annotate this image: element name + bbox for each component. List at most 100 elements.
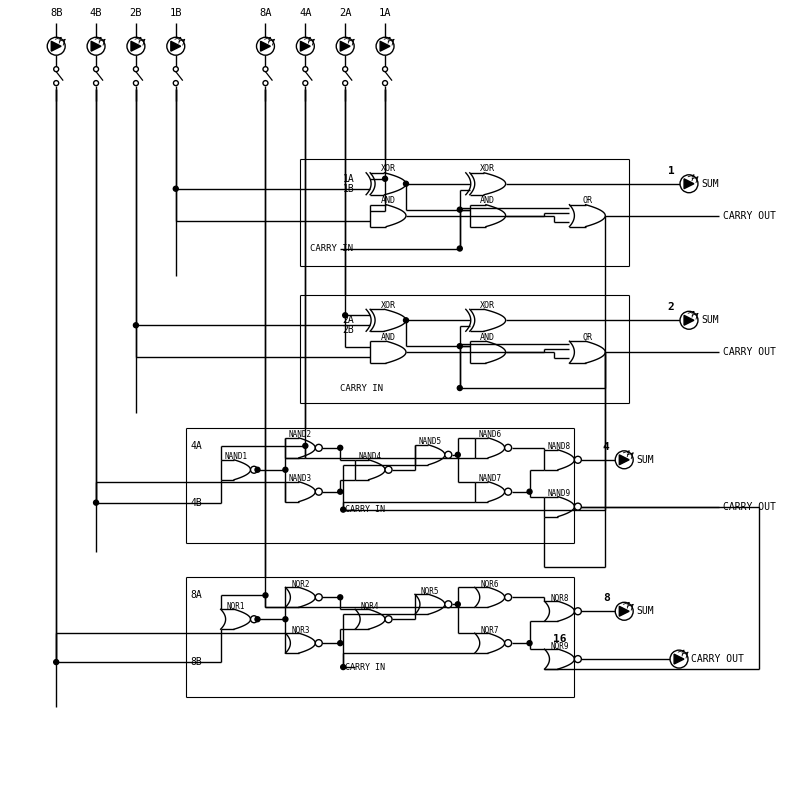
Text: 2B: 2B: [342, 326, 354, 335]
Circle shape: [458, 246, 462, 251]
Circle shape: [336, 38, 354, 55]
Circle shape: [574, 608, 582, 614]
Text: 1: 1: [668, 166, 674, 176]
Polygon shape: [171, 42, 181, 51]
Text: AND: AND: [480, 333, 495, 342]
Circle shape: [615, 602, 633, 620]
Text: 2B: 2B: [130, 8, 142, 18]
Circle shape: [255, 617, 260, 622]
Text: NAND1: NAND1: [224, 452, 247, 462]
Circle shape: [574, 656, 582, 662]
Text: 4A: 4A: [190, 441, 202, 451]
Circle shape: [445, 601, 452, 608]
Text: 1B: 1B: [170, 8, 182, 18]
Text: 4B: 4B: [190, 498, 202, 508]
Text: 8A: 8A: [259, 8, 272, 18]
Circle shape: [505, 444, 512, 451]
Polygon shape: [340, 42, 350, 51]
Circle shape: [455, 452, 460, 458]
Circle shape: [263, 81, 268, 86]
Text: AND: AND: [381, 333, 395, 342]
Text: NAND2: NAND2: [289, 430, 312, 439]
Circle shape: [54, 66, 58, 72]
Text: NAND6: NAND6: [478, 430, 502, 439]
Circle shape: [167, 38, 185, 55]
Text: 8B: 8B: [190, 657, 202, 667]
Text: NOR8: NOR8: [550, 594, 569, 603]
Text: NOR1: NOR1: [226, 602, 245, 610]
Text: SUM: SUM: [701, 178, 718, 189]
Text: 8: 8: [603, 594, 610, 603]
Text: NOR4: NOR4: [361, 602, 379, 610]
Circle shape: [257, 38, 274, 55]
Text: XOR: XOR: [480, 301, 495, 310]
Circle shape: [315, 640, 322, 646]
Circle shape: [134, 81, 138, 86]
Circle shape: [250, 616, 258, 622]
Text: NAND5: NAND5: [418, 438, 442, 446]
Circle shape: [174, 66, 178, 72]
Polygon shape: [261, 42, 270, 51]
Text: NAND4: NAND4: [358, 452, 382, 462]
Circle shape: [680, 311, 698, 330]
Text: NAND3: NAND3: [289, 474, 312, 483]
Circle shape: [263, 593, 268, 598]
Text: 8B: 8B: [50, 8, 62, 18]
Text: SUM: SUM: [636, 606, 654, 616]
Circle shape: [134, 66, 138, 72]
Text: 16: 16: [553, 634, 566, 644]
Circle shape: [615, 451, 633, 469]
Polygon shape: [380, 42, 390, 51]
Circle shape: [174, 81, 178, 86]
Polygon shape: [91, 42, 101, 51]
Circle shape: [263, 66, 268, 72]
Circle shape: [87, 38, 105, 55]
Text: CARRY OUT: CARRY OUT: [723, 502, 776, 512]
Text: 1B: 1B: [342, 184, 354, 194]
Circle shape: [382, 81, 387, 86]
Text: NOR3: NOR3: [291, 626, 310, 634]
Polygon shape: [684, 179, 694, 189]
Circle shape: [338, 641, 342, 646]
Text: 4: 4: [603, 442, 610, 452]
Circle shape: [455, 602, 460, 606]
Text: XOR: XOR: [381, 301, 395, 310]
Circle shape: [445, 451, 452, 458]
Text: XOR: XOR: [480, 164, 495, 174]
Circle shape: [382, 176, 387, 182]
Text: NOR9: NOR9: [550, 642, 569, 650]
Circle shape: [342, 66, 348, 72]
Circle shape: [342, 313, 348, 318]
Text: NAND8: NAND8: [548, 442, 571, 451]
Circle shape: [382, 66, 387, 72]
Circle shape: [283, 467, 288, 472]
Circle shape: [670, 650, 688, 668]
Circle shape: [458, 386, 462, 390]
Text: 1A: 1A: [379, 8, 391, 18]
Polygon shape: [674, 654, 684, 664]
Text: NOR6: NOR6: [481, 580, 499, 589]
Circle shape: [574, 456, 582, 463]
Text: 8A: 8A: [190, 590, 202, 600]
Circle shape: [403, 318, 409, 322]
Circle shape: [458, 344, 462, 349]
Circle shape: [342, 81, 348, 86]
Circle shape: [174, 186, 178, 191]
Text: CARRY OUT: CARRY OUT: [723, 347, 776, 357]
Circle shape: [338, 595, 342, 600]
Circle shape: [250, 466, 258, 474]
Circle shape: [94, 81, 98, 86]
Circle shape: [338, 446, 342, 450]
Text: AND: AND: [480, 196, 495, 205]
Circle shape: [505, 640, 512, 646]
Text: 4A: 4A: [299, 8, 311, 18]
Circle shape: [315, 488, 322, 495]
Circle shape: [385, 616, 392, 622]
Polygon shape: [300, 42, 310, 51]
Text: 2: 2: [668, 302, 674, 312]
Text: NOR5: NOR5: [421, 587, 439, 596]
Circle shape: [680, 174, 698, 193]
Circle shape: [303, 66, 308, 72]
Text: 1A: 1A: [342, 174, 354, 184]
Text: CARRY IN: CARRY IN: [340, 383, 383, 393]
